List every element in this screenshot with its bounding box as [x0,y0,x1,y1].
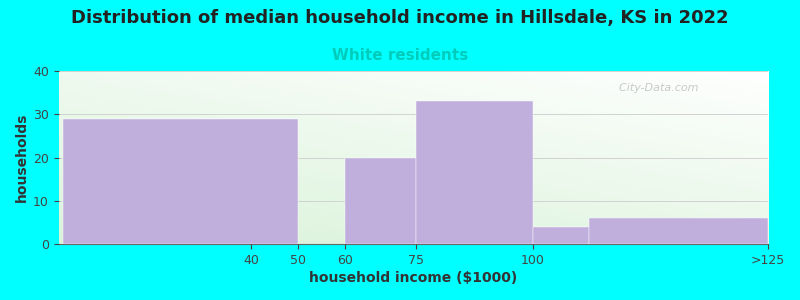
X-axis label: household income ($1000): household income ($1000) [309,271,518,285]
Bar [346,158,416,244]
Text: Distribution of median household income in Hillsdale, KS in 2022: Distribution of median household income … [71,9,729,27]
Bar [590,218,768,244]
Bar [63,118,298,244]
Text: White residents: White residents [332,48,468,63]
Y-axis label: households: households [15,113,29,202]
Text: City-Data.com: City-Data.com [612,83,698,93]
Bar [533,227,590,244]
Bar [416,101,533,244]
